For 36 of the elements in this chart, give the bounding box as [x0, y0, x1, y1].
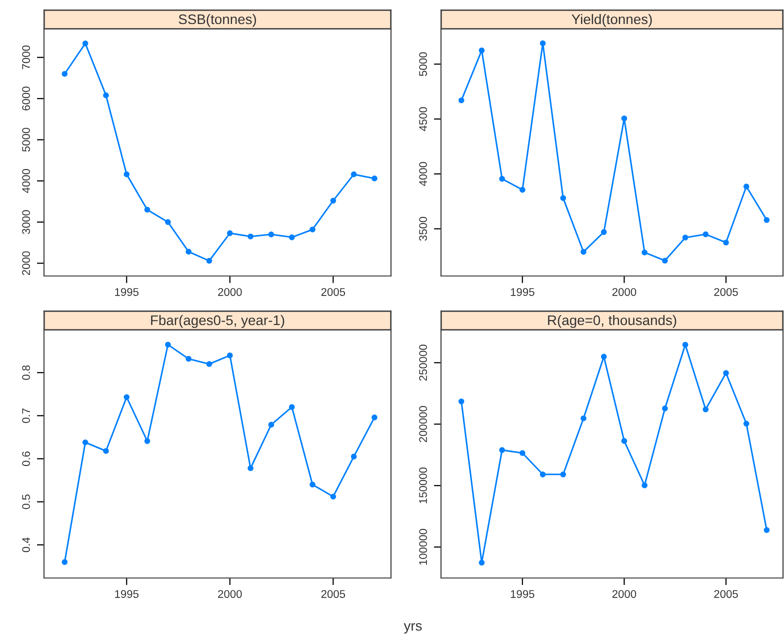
- y-tick-label: 4500: [419, 107, 427, 132]
- x-tick-label: 2005: [714, 590, 738, 598]
- x-tick-label: 1995: [510, 590, 534, 598]
- y-tick-label: 150000: [419, 467, 427, 504]
- x-tick-label: 2005: [321, 288, 346, 296]
- x-tick-label: 1995: [115, 288, 139, 296]
- y-tick-label: 4000: [419, 162, 427, 186]
- x-tick-label: 2005: [321, 590, 346, 598]
- y-tick-label: 250000: [419, 344, 427, 381]
- y-tick-label: 0.7: [22, 408, 30, 423]
- chart-title: Yield(tonnes): [572, 14, 652, 27]
- x-tick-label: 1995: [115, 590, 139, 598]
- y-tick-label: 5000: [22, 128, 30, 152]
- y-tick-label: 6000: [22, 86, 30, 110]
- y-tick-label: 7000: [22, 45, 30, 70]
- x-tick-label: 2005: [714, 288, 738, 296]
- y-tick-label: 0.6: [22, 452, 30, 466]
- chart-title: Fbar(ages0-5, year-1): [151, 314, 284, 328]
- y-tick-label: 0.4: [22, 537, 30, 552]
- y-tick-label: 3000: [22, 210, 30, 234]
- x-tick-label: 2000: [218, 288, 242, 296]
- chart-title: SSB(tonnes): [178, 14, 256, 27]
- x-tick-label: 1995: [510, 288, 534, 296]
- y-tick-label: 200000: [419, 406, 427, 442]
- x-tick-label: 2000: [612, 590, 636, 598]
- y-tick-label: 0.5: [22, 494, 30, 510]
- y-tick-label: 5000: [419, 52, 427, 76]
- x-tick-label: 2000: [612, 288, 636, 296]
- x-axis-title: yrs: [404, 623, 422, 634]
- x-tick-label: 2000: [218, 590, 242, 598]
- y-tick-label: 4000: [22, 168, 30, 194]
- y-tick-label: 2000: [22, 251, 30, 276]
- y-tick-label: 3500: [419, 216, 427, 241]
- chart-title: R(age=0, thousands): [548, 314, 676, 328]
- y-tick-label: 0.8: [22, 365, 30, 380]
- y-tick-label: 100000: [419, 528, 427, 565]
